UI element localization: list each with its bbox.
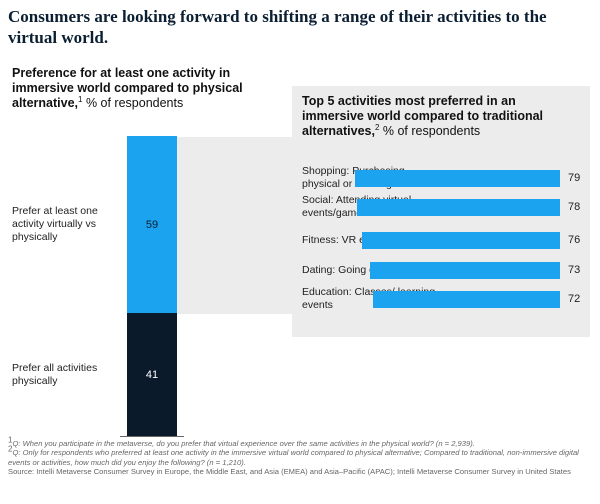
footnote-2: 2Q: Only for respondents who preferred a… bbox=[8, 444, 579, 467]
stack-segment-physical: 41 bbox=[127, 313, 177, 436]
bar-value-label: 79 bbox=[568, 172, 581, 184]
right-chart-title: Top 5 activities most preferred in an im… bbox=[302, 94, 544, 138]
stack-segment-virtual: 59 bbox=[127, 136, 177, 313]
stacked-bar-baseline bbox=[120, 436, 184, 437]
stack-category-label: Prefer at least one activity virtually v… bbox=[12, 204, 98, 243]
bar bbox=[370, 262, 560, 279]
bar-value-label: 78 bbox=[568, 201, 581, 213]
bar bbox=[362, 232, 560, 249]
left-chart-title: Preference for at least one activity in … bbox=[12, 66, 243, 110]
stacked-bar: 59 41 bbox=[127, 136, 177, 436]
bar-value-label: 73 bbox=[568, 264, 581, 276]
right-chart-heading: Top 5 activities most preferred in an im… bbox=[302, 94, 572, 139]
footnote-ref-2: 2 bbox=[374, 122, 380, 132]
left-chart-unit: % of respondents bbox=[82, 96, 184, 110]
footnote-1: 1Q: When you participate in the metavers… bbox=[8, 435, 475, 448]
stack-value-label: 41 bbox=[145, 368, 159, 381]
stack-value-label: 59 bbox=[145, 218, 159, 231]
bar bbox=[357, 199, 560, 216]
footnotes: 1Q: When you participate in the metavers… bbox=[8, 435, 593, 477]
footnote-ref-1: 1 bbox=[78, 94, 83, 104]
page-title: Consumers are looking forward to shiftin… bbox=[8, 7, 547, 47]
bar-value-label: 72 bbox=[568, 293, 581, 305]
stack-category-label: Prefer all activities physically bbox=[12, 361, 98, 387]
bar bbox=[354, 170, 560, 187]
left-chart-heading: Preference for at least one activity in … bbox=[12, 66, 257, 111]
bar bbox=[372, 291, 560, 308]
right-chart-unit: % of respondents bbox=[379, 124, 481, 138]
bar-value-label: 76 bbox=[568, 234, 581, 246]
footnote-source: Source: Intelli Metaverse Consumer Surve… bbox=[8, 467, 571, 477]
